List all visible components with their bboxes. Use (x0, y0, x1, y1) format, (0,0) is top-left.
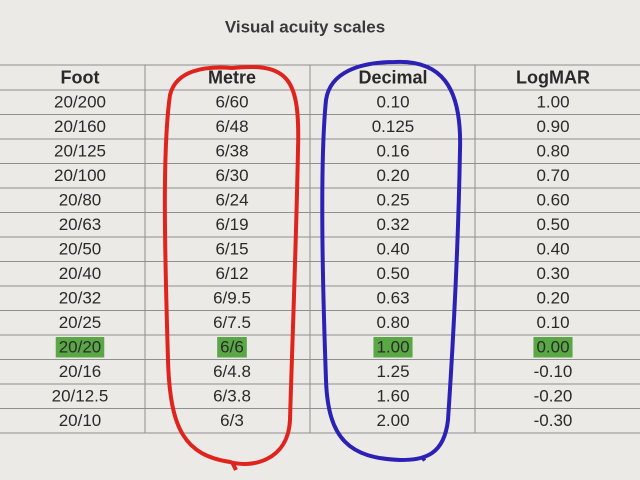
cell: 0.32 (376, 215, 409, 234)
cell: 0.40 (536, 240, 569, 259)
cell: 0.60 (536, 191, 569, 210)
cell: 0.10 (376, 93, 409, 112)
title: Visual acuity scales (225, 17, 385, 36)
cell: 6/6 (220, 338, 244, 357)
cell: 20/125 (54, 142, 106, 161)
cell: 6/9.5 (213, 289, 251, 308)
cell: -0.20 (534, 387, 573, 406)
cell: 0.80 (376, 313, 409, 332)
cell: 0.70 (536, 166, 569, 185)
header-cell: Decimal (358, 67, 427, 87)
cell: 20/50 (59, 240, 102, 259)
cell: 1.60 (376, 387, 409, 406)
cell: 20/160 (54, 117, 106, 136)
highlight (55, 337, 105, 358)
cell: 6/60 (215, 93, 248, 112)
cell: 6/3.8 (213, 387, 251, 406)
cell: 6/30 (215, 166, 248, 185)
cell: 0.80 (536, 142, 569, 161)
highlight (373, 337, 413, 358)
cell: 6/4.8 (213, 362, 251, 381)
cell: 1.00 (536, 93, 569, 112)
cell: -0.10 (534, 362, 573, 381)
blue-circle (320, 59, 463, 463)
cell: 1.25 (376, 362, 409, 381)
cell: 0.125 (372, 117, 415, 136)
cell: 1.00 (376, 338, 409, 357)
header-cell: LogMAR (516, 67, 590, 87)
cell: 20/32 (59, 289, 102, 308)
cell: 6/15 (215, 240, 248, 259)
cell: 0.63 (376, 289, 409, 308)
cell: 20/10 (59, 411, 102, 430)
cell: 20/12.5 (52, 387, 109, 406)
cell: 20/80 (59, 191, 102, 210)
table: Foot Metre Decimal LogMAR 20/200 6/60 0.10 1.00… (0, 64, 640, 434)
cell: 0.90 (536, 117, 569, 136)
cell: 20/16 (59, 362, 102, 381)
cell: 0.25 (376, 191, 409, 210)
highlight (533, 337, 573, 358)
cell: 0.10 (536, 313, 569, 332)
cell: 6/24 (215, 191, 248, 210)
cell: 0.50 (376, 264, 409, 283)
cell: 20/200 (54, 93, 106, 112)
cell: 6/7.5 (213, 313, 251, 332)
cell: 20/63 (59, 215, 102, 234)
cell: 6/19 (215, 215, 248, 234)
cell: 6/3 (220, 411, 244, 430)
cell: 20/100 (54, 166, 106, 185)
cell: 0.20 (536, 289, 569, 308)
cell: 0.00 (536, 338, 569, 357)
cell: 0.40 (376, 240, 409, 259)
cell: 0.20 (376, 166, 409, 185)
cell: 20/20 (59, 338, 102, 357)
cell: 2.00 (376, 411, 409, 430)
cell: 6/12 (215, 264, 248, 283)
cell: -0.30 (534, 411, 573, 430)
highlight (217, 337, 247, 358)
header-cell: Metre (208, 67, 256, 87)
header-cell: Foot (61, 67, 100, 87)
cell: 20/25 (59, 313, 102, 332)
cell: 0.16 (376, 142, 409, 161)
cell: 6/48 (215, 117, 248, 136)
cell: 20/40 (59, 264, 102, 283)
cell: 0.50 (536, 215, 569, 234)
cell: 6/38 (215, 142, 248, 161)
red-circle (162, 65, 301, 471)
cell: 0.30 (536, 264, 569, 283)
